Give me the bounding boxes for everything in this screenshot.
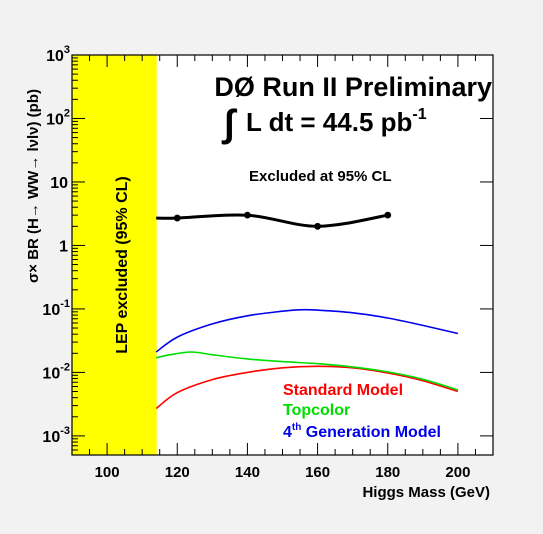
y-tick-label: 10-3 bbox=[42, 425, 70, 446]
excluded-limit-point bbox=[173, 214, 181, 222]
y-tick-label: 10-1 bbox=[42, 298, 70, 319]
x-tick-label: 120 bbox=[165, 464, 190, 481]
legend-topcolor: Topcolor bbox=[283, 402, 350, 419]
y-tick-exponent: 3 bbox=[64, 44, 70, 56]
y-tick-label: 10-2 bbox=[42, 361, 70, 382]
y-tick-base: 10 bbox=[50, 175, 68, 192]
luminosity-text: L dt = 44.5 pb bbox=[246, 107, 412, 137]
y-tick-label: 102 bbox=[46, 107, 70, 128]
chart-title: DØ Run II Preliminary bbox=[214, 72, 492, 102]
legend-4th-rest: Generation Model bbox=[301, 424, 441, 441]
y-axis-label: σ× BR (H→ WW→ lνlν) (pb) bbox=[25, 89, 42, 283]
y-tick-exponent: -3 bbox=[60, 425, 70, 437]
legend-4th-base: 4 bbox=[283, 424, 292, 441]
y-tick-exponent: -1 bbox=[60, 298, 70, 310]
excluded-limit-point bbox=[314, 222, 321, 230]
y-tick-label: 1 bbox=[59, 238, 68, 255]
y-tick-base: 10 bbox=[42, 429, 60, 446]
chart-subtitle: Excluded at 95% CL bbox=[249, 168, 392, 185]
x-tick-label: 180 bbox=[375, 464, 400, 481]
x-tick-label: 200 bbox=[445, 464, 470, 481]
y-tick-base: 10 bbox=[46, 48, 64, 65]
y-tick-label: 10 bbox=[50, 175, 68, 192]
y-tick-label: 103 bbox=[46, 44, 70, 65]
x-tick-label: 100 bbox=[95, 464, 120, 481]
x-tick-label: 160 bbox=[305, 464, 330, 481]
lep-band-label: LEP excluded (95% CL) bbox=[114, 176, 131, 354]
series-line-2 bbox=[155, 308, 459, 353]
legend-4th-generation: 4th Generation Model bbox=[283, 422, 441, 441]
series-line-1 bbox=[156, 351, 459, 391]
legend-4th-sup: th bbox=[292, 422, 301, 433]
y-tick-base: 1 bbox=[59, 238, 68, 255]
excluded-limit-point bbox=[244, 211, 251, 219]
x-tick-label: 140 bbox=[235, 464, 260, 481]
y-tick-exponent: -2 bbox=[60, 361, 70, 373]
x-axis-label: Higgs Mass (GeV) bbox=[362, 484, 490, 501]
luminosity-label: L dt = 44.5 pb-1 bbox=[246, 106, 427, 137]
integral-sign: ∫ bbox=[221, 103, 238, 145]
y-tick-base: 10 bbox=[46, 111, 64, 128]
excluded-limit-point bbox=[384, 211, 392, 219]
legend-standard-model: Standard Model bbox=[283, 382, 403, 399]
luminosity-exponent: -1 bbox=[412, 106, 426, 123]
y-tick-base: 10 bbox=[42, 365, 60, 382]
y-tick-exponent: 2 bbox=[64, 107, 70, 119]
lep-excluded-band bbox=[72, 55, 157, 455]
y-tick-base: 10 bbox=[42, 302, 60, 319]
series-line-0 bbox=[155, 365, 459, 410]
